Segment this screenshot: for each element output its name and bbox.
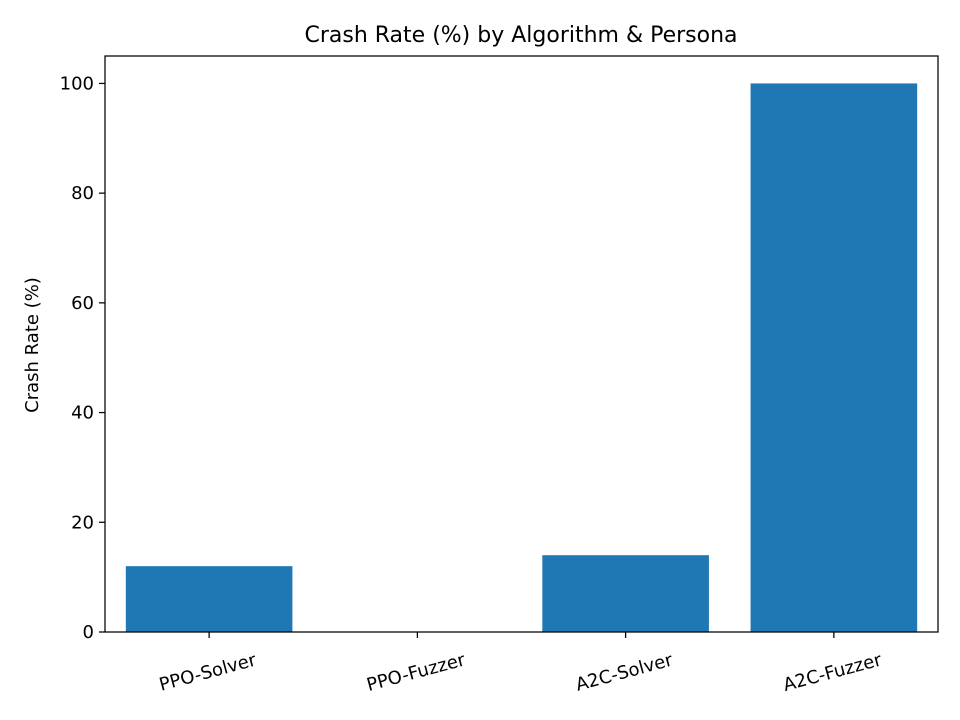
y-tick-label: 100 <box>60 73 94 94</box>
bar-a2c-fuzzer <box>750 83 918 633</box>
bar-a2c-solver <box>542 555 709 632</box>
plot-frame <box>104 55 939 633</box>
y-axis-label: Crash Rate (%) <box>22 277 43 413</box>
y-tick-label: 0 <box>83 622 94 643</box>
x-tick-label: A2C-Solver <box>573 650 675 696</box>
plot-area: 0 20 40 60 80 100 PPO-Solver PPO-Fuzzer A2C-Solv… <box>60 55 939 696</box>
y-tick-label: 60 <box>71 293 94 314</box>
x-tick-label: PPO-Solver <box>157 650 259 696</box>
chart-title: Crash Rate (%) by Algorithm & Persona <box>304 23 737 48</box>
x-tick-label: A2C-Fuzzer <box>781 649 885 696</box>
y-tick-label: 20 <box>71 512 94 533</box>
y-tick-label: 80 <box>71 183 94 204</box>
x-tick-label: PPO-Fuzzer <box>364 649 468 696</box>
bar-ppo-solver <box>125 566 293 632</box>
y-tick-label: 40 <box>71 403 94 424</box>
